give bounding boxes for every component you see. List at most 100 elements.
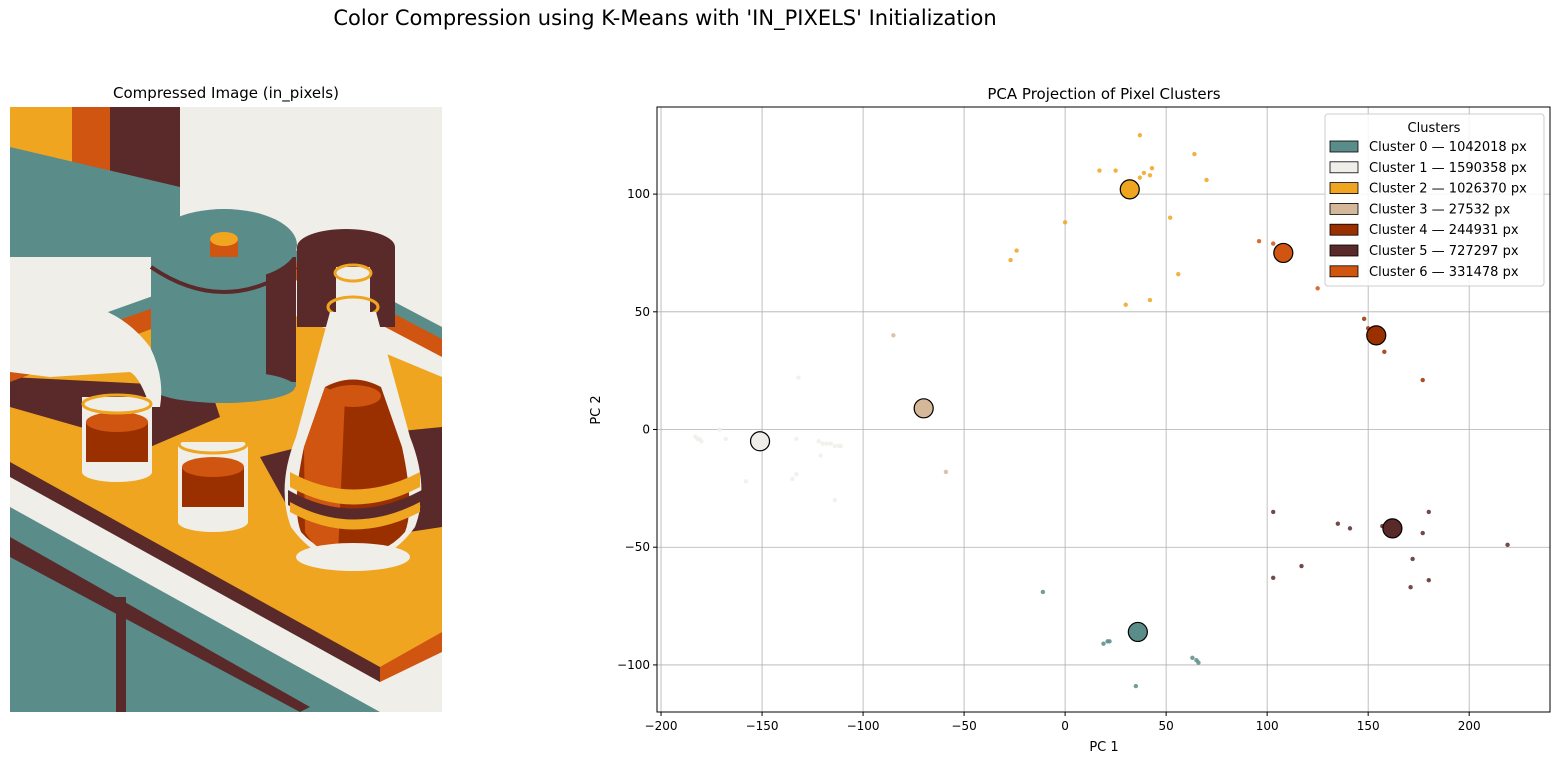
x-axis-label: PC 1: [1089, 740, 1118, 755]
cluster-2-point: [1137, 133, 1143, 138]
cluster-5-point: [1347, 526, 1353, 531]
legend-title: Clusters: [1408, 121, 1461, 136]
cluster-0-point: [1101, 641, 1106, 646]
cluster-0-point: [1133, 683, 1139, 689]
cluster-1-point: [818, 453, 823, 458]
y-tick-label: 100: [627, 187, 650, 201]
compressed-image-artwork: [10, 107, 442, 712]
legend-entry-6: Cluster 6 — 331478 px: [1369, 265, 1519, 280]
cluster-2-point: [1204, 177, 1209, 183]
cluster-2-point: [1097, 168, 1102, 173]
cluster-1-point: [717, 427, 722, 432]
cluster-1-point: [796, 375, 801, 380]
cluster-2-point: [1137, 175, 1143, 180]
y-tick-label: 50: [635, 305, 650, 319]
cluster-3-centroid: [913, 398, 934, 419]
cluster-2-point: [1147, 173, 1153, 178]
cluster-5-point: [1271, 575, 1276, 581]
legend-entry-3: Cluster 3 — 27532 px: [1369, 202, 1511, 217]
data-points: [693, 133, 1510, 689]
x-tick-label: −100: [847, 719, 880, 733]
legend-entry-2: Cluster 2 — 1026370 px: [1369, 182, 1527, 197]
cluster-1-point: [820, 441, 825, 446]
legend: Clusters Cluster 0 — 1042018 px Cluster 1…: [1324, 113, 1545, 287]
cluster-5-point: [1426, 509, 1431, 515]
cluster-2-point: [1147, 297, 1153, 303]
cluster-1-point: [699, 439, 704, 444]
cluster-4-centroid: [1366, 325, 1387, 346]
cluster-2-point: [1176, 271, 1181, 277]
x-tick-label: −50: [951, 719, 976, 733]
cluster-1-point: [794, 436, 799, 442]
cluster-2-point: [1014, 248, 1019, 253]
cluster-1-point: [723, 436, 728, 442]
cluster-1-centroid: [749, 431, 771, 452]
y-axis-label: PC 2: [589, 395, 604, 424]
legend-swatch-5: [1329, 244, 1359, 257]
cluster-0-point: [1040, 589, 1046, 595]
cluster-6-point: [1271, 241, 1276, 246]
legend-entry-5: Cluster 5 — 727297 px: [1369, 244, 1519, 259]
cluster-5-point: [1410, 556, 1415, 562]
cluster-0-point: [1196, 660, 1201, 665]
legend-swatch-1: [1329, 161, 1359, 174]
cluster-6-point: [1256, 238, 1262, 244]
y-tick-label: −100: [617, 658, 650, 672]
cluster-1-point: [832, 443, 837, 449]
cluster-3-point: [943, 469, 949, 475]
legend-entry-0: Cluster 0 — 1042018 px: [1369, 140, 1527, 155]
plot-frame: [656, 106, 1551, 713]
cluster-2-point: [1141, 170, 1147, 176]
cluster-1-point: [832, 497, 837, 503]
legend-entry-4: Cluster 4 — 244931 px: [1369, 223, 1519, 238]
x-tick-label: 0: [1061, 719, 1069, 733]
cluster-2-point: [1062, 220, 1068, 225]
cluster-0-point: [1107, 639, 1112, 644]
legend-swatch-0: [1329, 140, 1359, 153]
cluster-1-point: [794, 472, 799, 477]
cluster-5-point: [1299, 563, 1304, 569]
cluster-2-point: [1149, 166, 1155, 171]
cluster-6-point: [1315, 286, 1320, 291]
legend-box: [1324, 113, 1545, 287]
x-axis-ticks: −200 −150 −100 −50 0 50 100 150 200: [645, 712, 1481, 733]
legend-swatch-2: [1329, 182, 1359, 195]
cluster-0-centroid: [1127, 621, 1148, 643]
extra-point: [891, 333, 896, 338]
legend-swatch-3: [1329, 202, 1359, 215]
cluster-1-point: [838, 443, 844, 449]
cluster-4-point: [1420, 377, 1425, 383]
cluster-1-point: [790, 476, 795, 482]
cluster-2-point: [1167, 215, 1173, 220]
x-tick-label: 150: [1357, 719, 1380, 733]
cluster-2-point: [1192, 151, 1197, 157]
x-tick-label: 100: [1256, 719, 1279, 733]
x-tick-label: −150: [746, 719, 779, 733]
cluster-1-point: [743, 479, 749, 484]
y-tick-label: 0: [642, 423, 650, 437]
cluster-centroids: [749, 179, 1403, 643]
cluster-2-centroid: [1119, 179, 1140, 200]
compressed-image: [10, 107, 442, 712]
x-tick-label: 50: [1158, 719, 1173, 733]
legend-entry-1: Cluster 1 — 1590358 px: [1369, 161, 1527, 176]
chart-title: PCA Projection of Pixel Clusters: [987, 85, 1220, 103]
cluster-2-point: [1113, 168, 1118, 173]
cluster-5-point: [1408, 585, 1413, 590]
cluster-4-point: [1382, 349, 1387, 355]
legend-swatch-6: [1329, 265, 1359, 278]
cluster-1-point: [828, 441, 833, 446]
cluster-5-point: [1335, 521, 1341, 526]
cluster-5-point: [1505, 542, 1510, 548]
cluster-1-point: [824, 441, 829, 446]
grid-lines: [657, 107, 1550, 712]
image-panel-title: Compressed Image (in_pixels): [113, 84, 339, 102]
cluster-5-point: [1271, 509, 1276, 515]
cluster-6-centroid: [1273, 242, 1294, 264]
y-axis-ticks: −100 −50 0 50 100: [617, 187, 657, 672]
cluster-5-centroid: [1382, 518, 1403, 539]
cluster-4-point: [1361, 316, 1367, 322]
cluster-2-point: [1123, 302, 1128, 307]
cluster-5-point: [1420, 530, 1425, 536]
